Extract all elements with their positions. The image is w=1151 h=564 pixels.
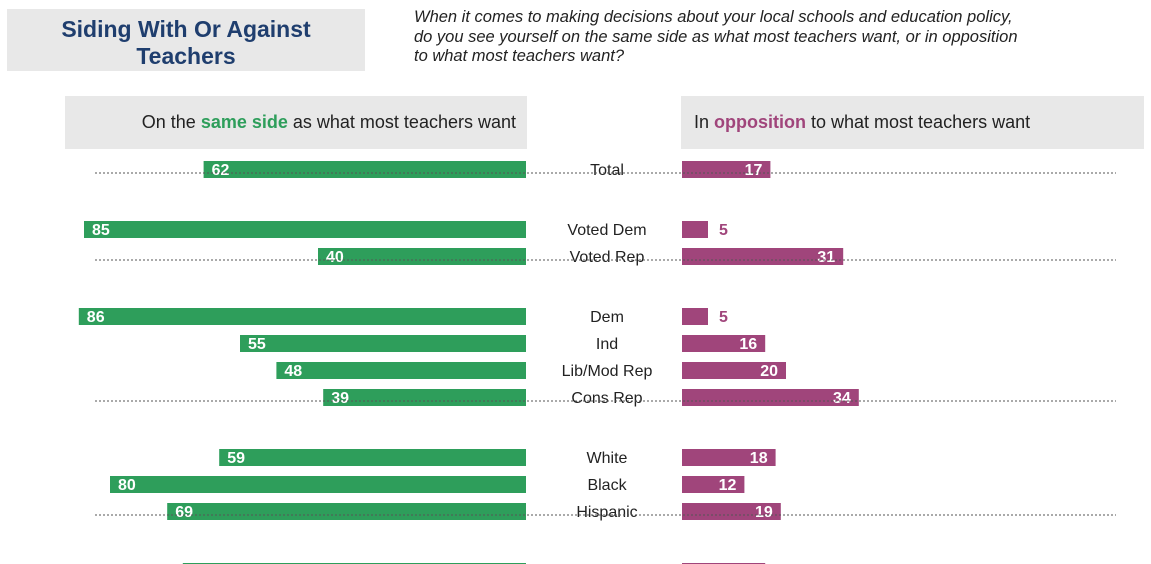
same-side-value-label: 86 bbox=[87, 309, 105, 326]
category-label: Ind bbox=[596, 336, 618, 353]
chart-title: Siding With Or Against Teachers bbox=[7, 16, 365, 70]
category-label: Hispanic bbox=[576, 504, 637, 521]
opposition-value-label: 19 bbox=[755, 504, 773, 521]
same-side-bar bbox=[276, 362, 526, 379]
question-line-1: When it comes to making decisions about … bbox=[414, 8, 1013, 26]
opposition-bar bbox=[682, 335, 766, 352]
opposition-value-label: 34 bbox=[833, 390, 851, 407]
question-line-2: do you see yourself on the same side as … bbox=[414, 27, 1018, 46]
opposition-highlight: opposition bbox=[714, 112, 806, 132]
category-label: Voted Rep bbox=[570, 249, 645, 266]
title-box: Siding With Or Against Teachers bbox=[7, 9, 365, 71]
category-label: Cons Rep bbox=[571, 390, 642, 407]
opposition-bar bbox=[682, 308, 708, 325]
same-side-bar bbox=[318, 248, 526, 265]
category-label: White bbox=[587, 450, 628, 467]
same-side-value-label: 59 bbox=[227, 450, 245, 467]
opposition-value-label: 16 bbox=[739, 336, 757, 353]
same-side-value-label: 85 bbox=[92, 222, 110, 239]
same-side-bar bbox=[240, 335, 526, 352]
opposition-bar bbox=[682, 248, 844, 265]
same-side-value-label: 69 bbox=[175, 504, 193, 521]
same-side-suffix: as what most teachers want bbox=[287, 112, 516, 132]
same-side-value-label: 55 bbox=[248, 336, 266, 353]
survey-question: When it comes to making decisions about … bbox=[414, 8, 1149, 67]
opposition-bar bbox=[682, 503, 781, 520]
title-line-1: Siding With Or Against bbox=[61, 16, 311, 42]
opposition-bar bbox=[682, 362, 786, 379]
same-side-prefix: On the bbox=[141, 112, 201, 132]
same-side-bar bbox=[78, 308, 527, 325]
opposition-value-label: 17 bbox=[745, 162, 763, 179]
category-label: Voted Dem bbox=[567, 222, 646, 239]
opposition-prefix: In bbox=[694, 112, 715, 132]
opposition-bar bbox=[682, 476, 745, 493]
same-side-bar bbox=[219, 449, 526, 466]
title-line-2: Teachers bbox=[136, 43, 236, 69]
opposition-value-label: 12 bbox=[719, 477, 737, 494]
same-side-bar bbox=[323, 389, 526, 406]
same-side-highlight: same side bbox=[200, 112, 288, 132]
same-side-value-label: 80 bbox=[118, 477, 136, 494]
category-label: Black bbox=[587, 477, 627, 494]
same-side-value-label: 40 bbox=[326, 249, 344, 266]
question-line-3: to what most teachers want? bbox=[414, 47, 625, 65]
same-side-bar bbox=[167, 503, 526, 520]
same-side-value-label: 39 bbox=[331, 390, 349, 407]
category-label: Dem bbox=[590, 309, 624, 326]
opposition-suffix: to what most teachers want bbox=[806, 112, 1031, 132]
opposition-value-label: 31 bbox=[817, 249, 835, 266]
opposition-value-label: 20 bbox=[760, 363, 778, 380]
opposition-value-label: 5 bbox=[719, 222, 728, 239]
same-side-header: On the same side as what most teachers w… bbox=[65, 96, 527, 149]
same-side-value-label: 48 bbox=[284, 363, 302, 380]
same-side-bar bbox=[203, 161, 526, 178]
opposition-bar bbox=[682, 221, 708, 238]
category-label: Lib/Mod Rep bbox=[562, 363, 653, 380]
same-side-value-label: 62 bbox=[212, 162, 230, 179]
opposition-bar bbox=[682, 389, 859, 406]
opposition-bar bbox=[682, 449, 776, 466]
same-side-bar bbox=[110, 476, 526, 493]
opposition-bar bbox=[682, 161, 771, 178]
opposition-value-label: 5 bbox=[719, 309, 728, 326]
opposition-header: In opposition to what most teachers want bbox=[681, 96, 1144, 149]
opposition-value-label: 18 bbox=[750, 450, 768, 467]
category-label: Total bbox=[590, 162, 624, 179]
same-side-bar bbox=[84, 221, 526, 238]
